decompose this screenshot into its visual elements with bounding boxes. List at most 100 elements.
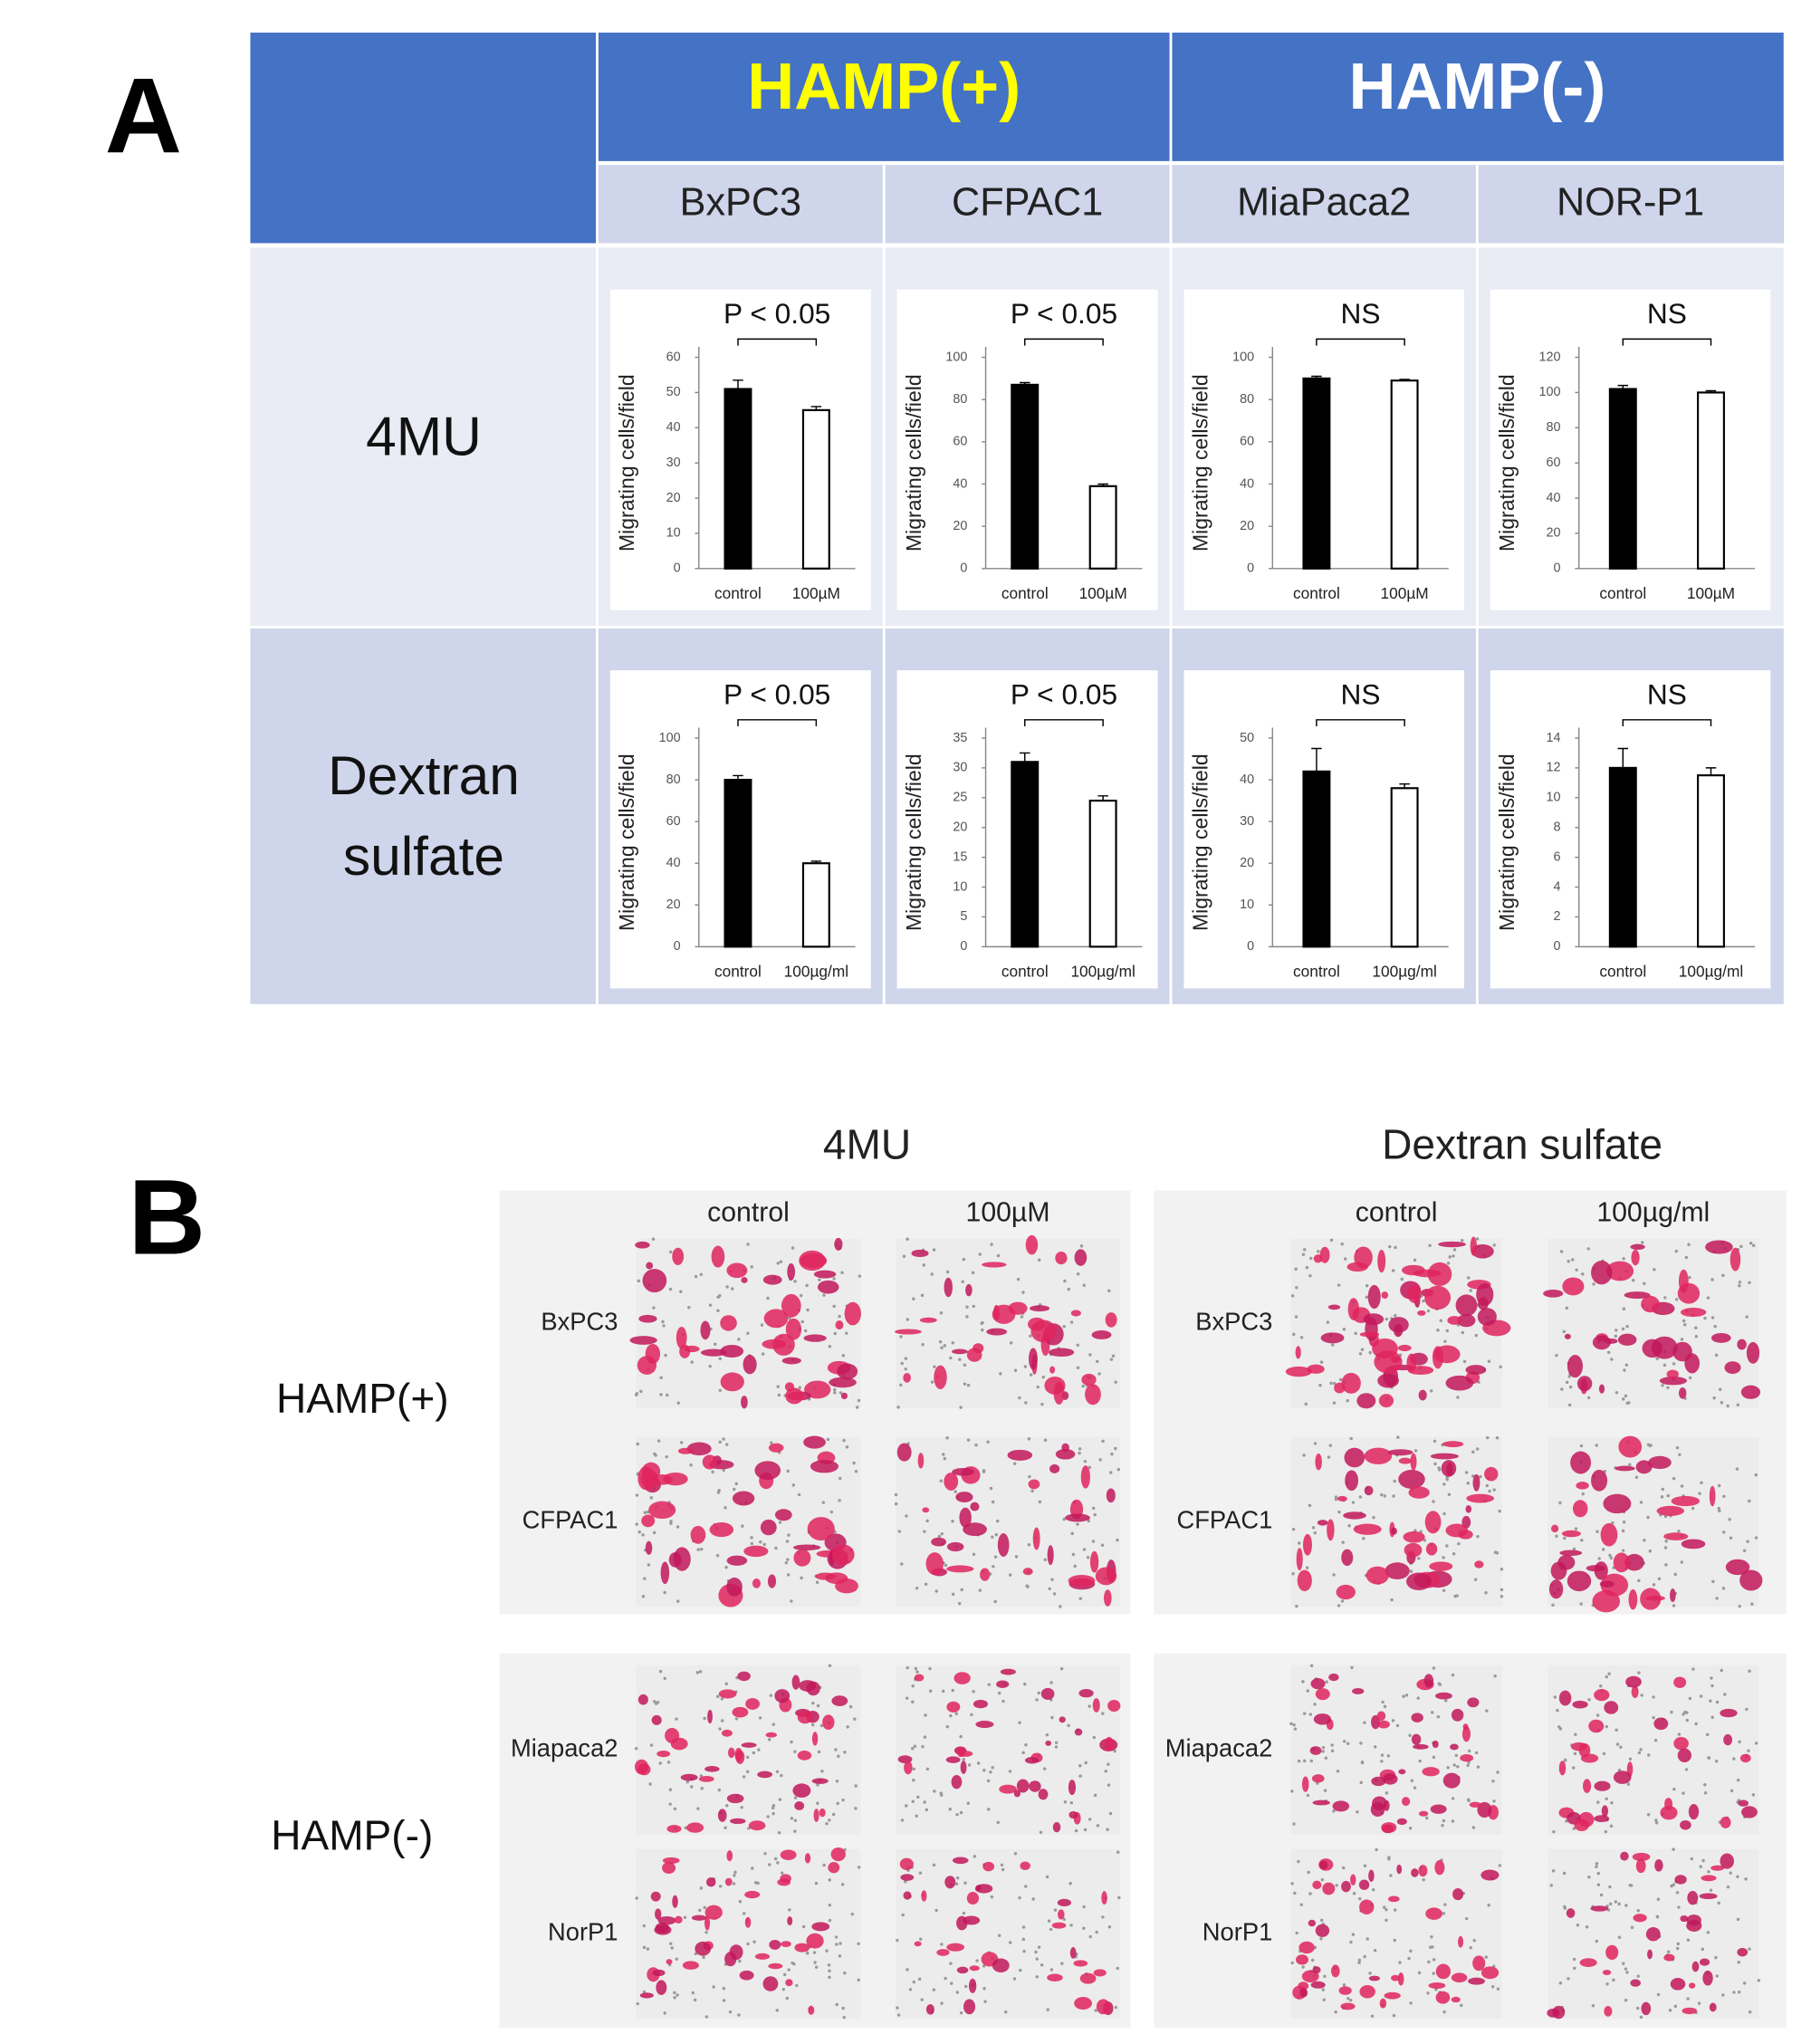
pore (856, 1406, 859, 1409)
row-label: Dextran sulfate (328, 744, 520, 888)
y-tick-label: 100 (659, 731, 681, 745)
pore (838, 1954, 842, 1958)
cell (1548, 1579, 1564, 1599)
pore (989, 1771, 992, 1774)
pore (1694, 1722, 1698, 1726)
cell (992, 1958, 1010, 1972)
pore (1622, 1962, 1625, 1965)
pore (1451, 1819, 1455, 1823)
cell (698, 1776, 714, 1782)
cell (1472, 1473, 1480, 1492)
cell (1600, 1573, 1629, 1597)
cell (963, 1522, 987, 1537)
pore (1614, 1334, 1618, 1339)
cell (635, 1241, 650, 1249)
pore (1563, 1758, 1567, 1762)
pore (803, 1329, 808, 1333)
pore (1492, 1799, 1496, 1803)
y-axis-label: Migrating cells/field (902, 374, 925, 552)
pore (1565, 1380, 1569, 1385)
cell (744, 1916, 752, 1928)
bar (1302, 377, 1331, 570)
cell (1308, 1919, 1317, 1927)
pore (1299, 1903, 1304, 1906)
pore (639, 1389, 643, 1394)
pore (1325, 1680, 1328, 1684)
cell (1322, 1882, 1336, 1895)
pore (1437, 1682, 1442, 1685)
pore (1324, 1756, 1328, 1760)
pore (1605, 1797, 1608, 1801)
pore (841, 1354, 846, 1358)
pore (1069, 1800, 1074, 1805)
cell (959, 1507, 972, 1528)
pore (828, 1345, 832, 1348)
cell (968, 1978, 977, 1993)
pore (1349, 1940, 1353, 1944)
pore (1290, 1882, 1294, 1886)
pore (760, 1323, 764, 1327)
pore (799, 1293, 803, 1298)
pore (896, 1938, 899, 1943)
pore (1687, 1243, 1691, 1246)
pore (1014, 1555, 1019, 1559)
pore (801, 1924, 806, 1929)
pore (812, 1951, 817, 1954)
pore (1624, 1394, 1628, 1398)
pore (775, 2009, 779, 2012)
cell (1327, 1519, 1335, 1541)
cell (1601, 1805, 1609, 1818)
pore (737, 2013, 741, 2017)
pore (841, 2006, 845, 2010)
pore (1707, 1756, 1711, 1760)
pore (1319, 1360, 1324, 1364)
pore (1067, 1287, 1071, 1291)
cell (1418, 1389, 1427, 1401)
pore (635, 1896, 638, 1900)
y-tick-label: 0 (1247, 561, 1254, 576)
pore (1116, 1538, 1119, 1542)
pore (833, 1391, 837, 1395)
pore (1628, 1757, 1633, 1761)
pore (1432, 1958, 1436, 1962)
pore (1467, 1749, 1471, 1753)
pore (675, 1717, 678, 1721)
cell (813, 1809, 819, 1822)
cell (1368, 1975, 1381, 1982)
cell (792, 1783, 811, 1798)
bar (1088, 485, 1117, 570)
pore (696, 1548, 700, 1551)
pore (1713, 1324, 1717, 1329)
pore (1563, 1906, 1567, 1910)
pore (1031, 1897, 1035, 1901)
pore (1429, 1389, 1433, 1393)
pore (1556, 1708, 1559, 1713)
cell (1406, 1353, 1417, 1372)
pore (965, 1305, 969, 1309)
pore (1095, 1930, 1098, 1934)
pore (1311, 1526, 1316, 1530)
pore (1385, 1317, 1389, 1321)
cell (1686, 1919, 1702, 1932)
pore (1069, 1320, 1074, 1324)
y-tick-label: 15 (953, 849, 967, 864)
pore (1054, 1741, 1059, 1744)
cell (780, 1874, 791, 1884)
pore (1723, 1693, 1727, 1696)
x-tick-label: control (1293, 584, 1340, 602)
cell (1315, 1924, 1330, 1937)
cell (955, 1492, 973, 1502)
pore (1751, 1243, 1756, 1248)
pore (982, 1964, 986, 1968)
panel-title: 4MU (823, 1120, 911, 1167)
pore (978, 1252, 982, 1256)
pore (1116, 1966, 1119, 1971)
cell (1065, 1513, 1090, 1522)
cell (1020, 1861, 1030, 1871)
pore (1426, 1309, 1431, 1313)
pore (915, 1586, 919, 1590)
pore (1710, 1684, 1714, 1688)
pore (1037, 1691, 1040, 1695)
pore (1073, 1564, 1078, 1569)
pore (1443, 1903, 1447, 1906)
